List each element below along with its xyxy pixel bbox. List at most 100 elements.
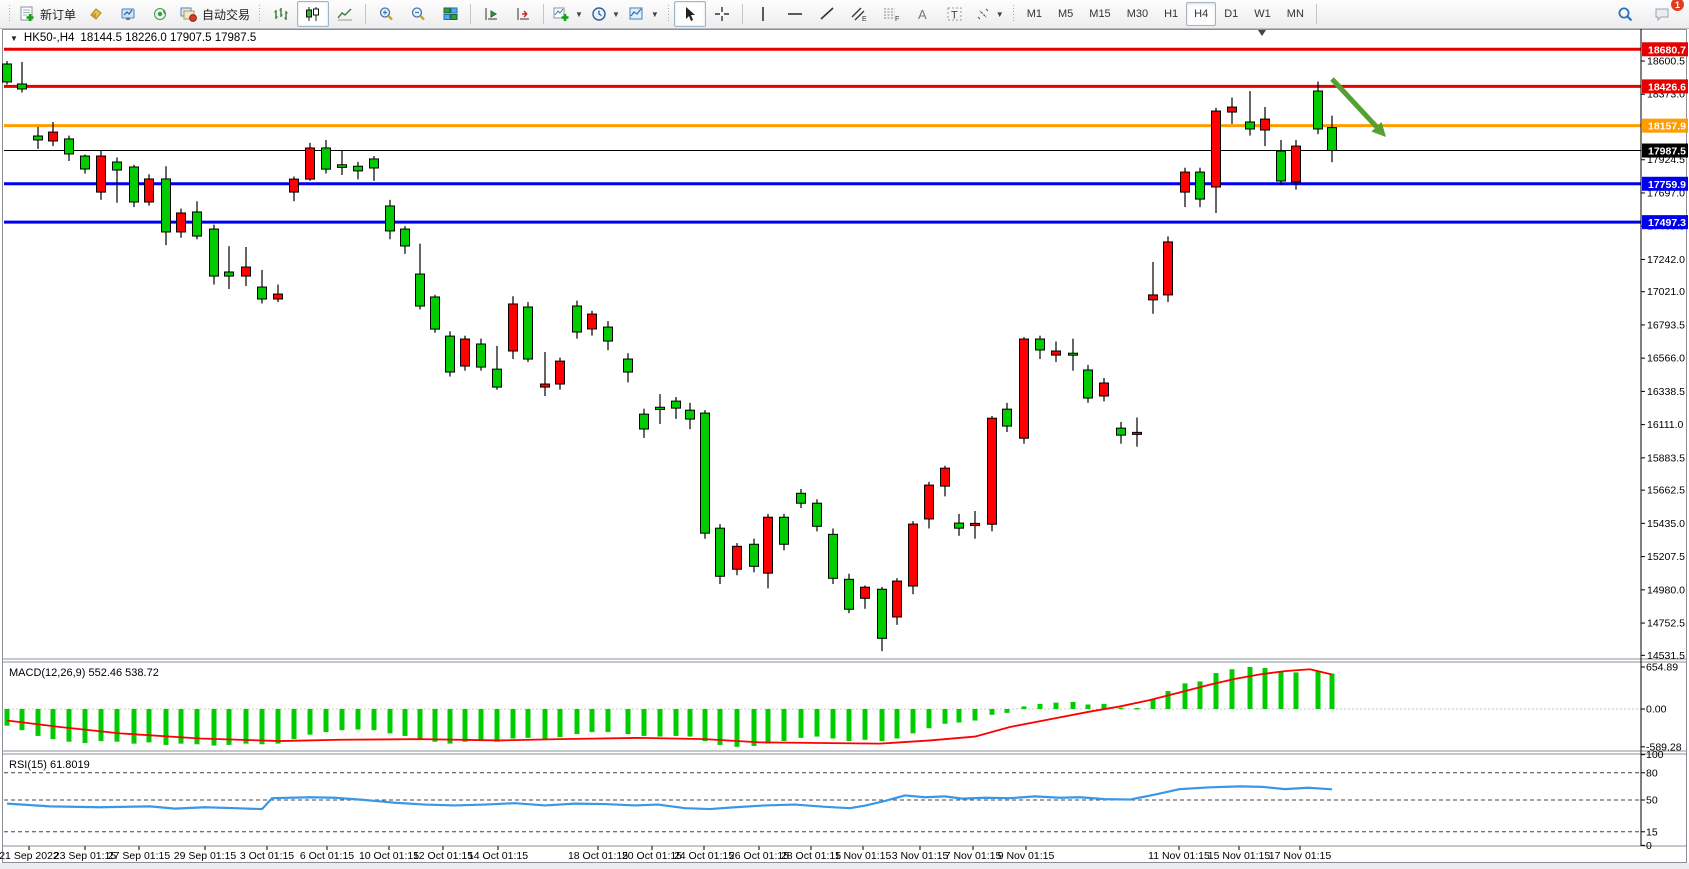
price-tag-17497.3: 17497.3: [1642, 215, 1688, 230]
trendline-icon: [820, 7, 834, 20]
chat-bubble-icon: [1655, 8, 1669, 22]
terminal-button[interactable]: [112, 1, 144, 27]
text-label-tool-button[interactable]: T: [939, 1, 971, 27]
timeframe-button-W1[interactable]: W1: [1254, 8, 1271, 20]
zoom-in-icon: [379, 7, 393, 21]
timeframe-button-D1[interactable]: D1: [1224, 8, 1239, 20]
timeframe-button-H4[interactable]: H4: [1186, 2, 1217, 26]
chart-window[interactable]: ▼ HK50-,H4 18144.5 18226.0 17907.5 17987…: [0, 29, 1689, 869]
timeframe-button-MN[interactable]: MN: [1286, 8, 1304, 20]
arrow-annotation[interactable]: [1330, 77, 1386, 137]
line-chart-icon: [337, 8, 353, 21]
auto-scroll-button[interactable]: [475, 1, 507, 27]
timeframe-button-H1[interactable]: H1: [1164, 8, 1179, 20]
search-button[interactable]: [1609, 1, 1641, 27]
new-order-button[interactable]: 新订单: [15, 1, 80, 27]
horizontal-line-tool-button[interactable]: [779, 1, 811, 27]
periods-caret-icon: ▼: [611, 9, 620, 19]
chart-ohlc-values: 18144.5 18226.0 17907.5 17987.5: [80, 32, 257, 44]
vertical-line-tool-button[interactable]: [747, 1, 779, 27]
cursor-icon: [686, 7, 696, 21]
indicators-caret-icon: ▼: [575, 9, 583, 19]
collapse-icon[interactable]: ▼: [10, 33, 18, 43]
timeframe-button-M1[interactable]: M1: [1026, 8, 1042, 20]
fibonacci-icon: F: [883, 8, 899, 22]
toolbar-grip[interactable]: [7, 5, 12, 23]
svg-text:14980.0: 14980.0: [1647, 584, 1685, 596]
vertical-line-icon: [761, 7, 764, 21]
chart-symbol-period: HK50-,H4: [23, 32, 75, 44]
price-tag-17759.9: 17759.9: [1642, 176, 1688, 191]
chart-shift-icon: [517, 8, 529, 20]
arrows-tool-button[interactable]: ▼: [971, 1, 1008, 27]
autotrading-button[interactable]: 自动交易: [176, 1, 254, 27]
svg-text:10 Oct 01:15: 10 Oct 01:15: [359, 850, 419, 862]
svg-text:A: A: [918, 7, 927, 22]
svg-text:26 Oct 01:15: 26 Oct 01:15: [729, 850, 789, 862]
indicators-icon: [553, 7, 569, 21]
svg-text:3 Nov 01:15: 3 Nov 01:15: [892, 850, 949, 862]
toolbar-grip[interactable]: [665, 5, 671, 23]
candlestick-chart-icon: [306, 7, 320, 21]
svg-text:3 Oct 01:15: 3 Oct 01:15: [240, 850, 294, 862]
editor-icon: [90, 8, 102, 20]
timeframe-button-M5[interactable]: M5: [1058, 8, 1074, 20]
chart-shift-marker[interactable]: [1258, 30, 1266, 36]
text-label-icon: T: [947, 7, 962, 22]
crosshair-icon: [714, 7, 729, 21]
svg-text:18680.7: 18680.7: [1648, 44, 1686, 56]
rsi-line: [6, 785, 1333, 811]
macd-signal-line: [6, 668, 1333, 745]
autotrading-icon: [180, 7, 197, 22]
svg-text:29 Sep 01:15: 29 Sep 01:15: [174, 850, 237, 862]
candlestick-chart-button[interactable]: [297, 1, 330, 27]
toolbar-grip[interactable]: [1010, 5, 1016, 23]
svg-text:1 Nov 01:15: 1 Nov 01:15: [835, 850, 892, 862]
line-chart-button[interactable]: [329, 1, 361, 27]
zoom-out-icon: [411, 7, 425, 21]
svg-text:E: E: [862, 16, 867, 22]
equidistant-channel-tool-button[interactable]: E: [843, 1, 875, 27]
svg-text:18600.5: 18600.5: [1647, 56, 1685, 68]
zoom-out-button[interactable]: [402, 1, 434, 27]
svg-text:21 Sep 2022: 21 Sep 2022: [0, 850, 59, 862]
svg-text:15883.5: 15883.5: [1647, 452, 1685, 464]
editor-button[interactable]: [80, 1, 112, 27]
svg-text:23 Sep 01:15: 23 Sep 01:15: [54, 850, 117, 862]
arrows-tool-icon: [977, 8, 989, 20]
svg-text:9 Nov 01:15: 9 Nov 01:15: [998, 850, 1055, 862]
timeframe-toolbar: M1 M5 M15 M30 H1 H4 D1 W1 MN: [1019, 2, 1312, 26]
svg-text:0.00: 0.00: [1646, 704, 1667, 716]
price-tag-18426.6: 18426.6: [1642, 79, 1688, 94]
tile-windows-button[interactable]: [434, 1, 466, 27]
svg-text:28 Oct 01:15: 28 Oct 01:15: [781, 850, 841, 862]
svg-text:15435.0: 15435.0: [1647, 518, 1685, 530]
periods-button[interactable]: ▼: [587, 1, 624, 27]
svg-text:12 Oct 01:15: 12 Oct 01:15: [413, 850, 473, 862]
indicators-button[interactable]: ▼: [548, 1, 587, 27]
svg-text:16338.5: 16338.5: [1647, 386, 1685, 398]
zoom-in-button[interactable]: [370, 1, 402, 27]
crosshair-tool-button[interactable]: [706, 1, 738, 27]
svg-text:654.89: 654.89: [1646, 662, 1678, 674]
cursor-tool-button[interactable]: [673, 1, 706, 27]
fibonacci-tool-button[interactable]: F: [875, 1, 907, 27]
notifications-button[interactable]: 1: [1647, 0, 1685, 27]
price-axis[interactable]: 18600.518373.017924.517697.017469.517242…: [1640, 29, 1688, 852]
signals-button[interactable]: [144, 1, 176, 27]
svg-text:17759.9: 17759.9: [1648, 179, 1686, 191]
timeframe-button-M15[interactable]: M15: [1089, 8, 1111, 20]
bars-chart-button[interactable]: [265, 1, 297, 27]
trendline-tool-button[interactable]: [811, 1, 843, 27]
svg-text:17987.5: 17987.5: [1648, 146, 1686, 158]
timeframe-button-M30[interactable]: M30: [1126, 8, 1149, 20]
periods-clock-icon: [592, 7, 606, 21]
auto-scroll-icon: [485, 8, 497, 20]
svg-text:F: F: [895, 16, 899, 22]
chart-shift-button[interactable]: [507, 1, 539, 27]
text-tool-button[interactable]: A: [907, 1, 939, 27]
templates-button[interactable]: ▼: [624, 1, 663, 27]
toolbar-grip[interactable]: [257, 5, 263, 23]
